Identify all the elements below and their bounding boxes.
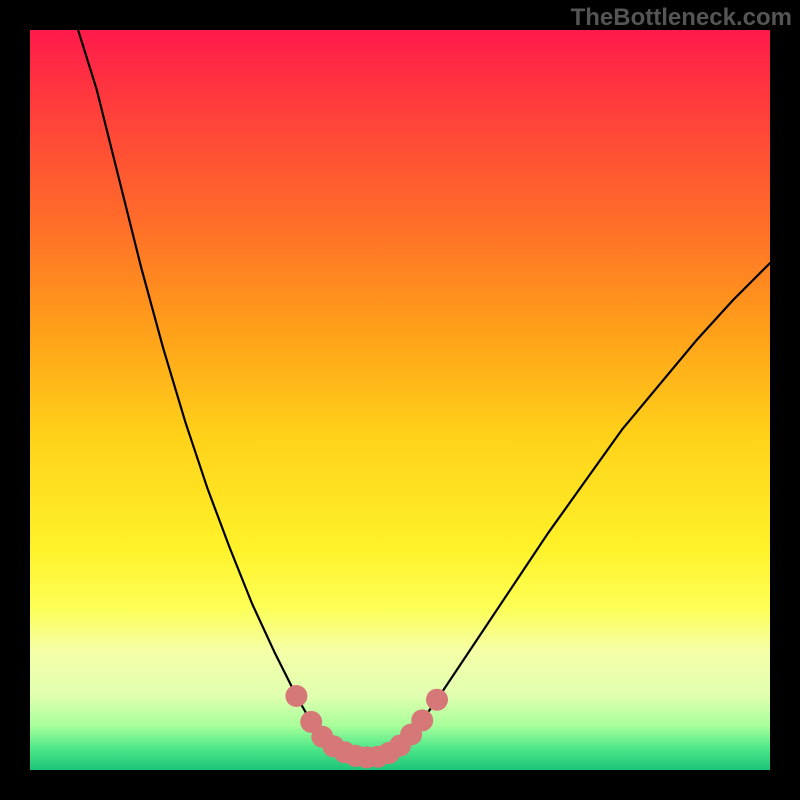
watermark-text: TheBottleneck.com xyxy=(571,4,792,32)
bottleneck-curve xyxy=(78,30,770,757)
chart-overlay xyxy=(0,0,800,800)
marker-dot xyxy=(411,709,433,731)
bottleneck-markers xyxy=(285,685,448,768)
marker-dot xyxy=(285,685,307,707)
chart-container: TheBottleneck.com xyxy=(0,0,800,800)
marker-dot xyxy=(426,689,448,711)
